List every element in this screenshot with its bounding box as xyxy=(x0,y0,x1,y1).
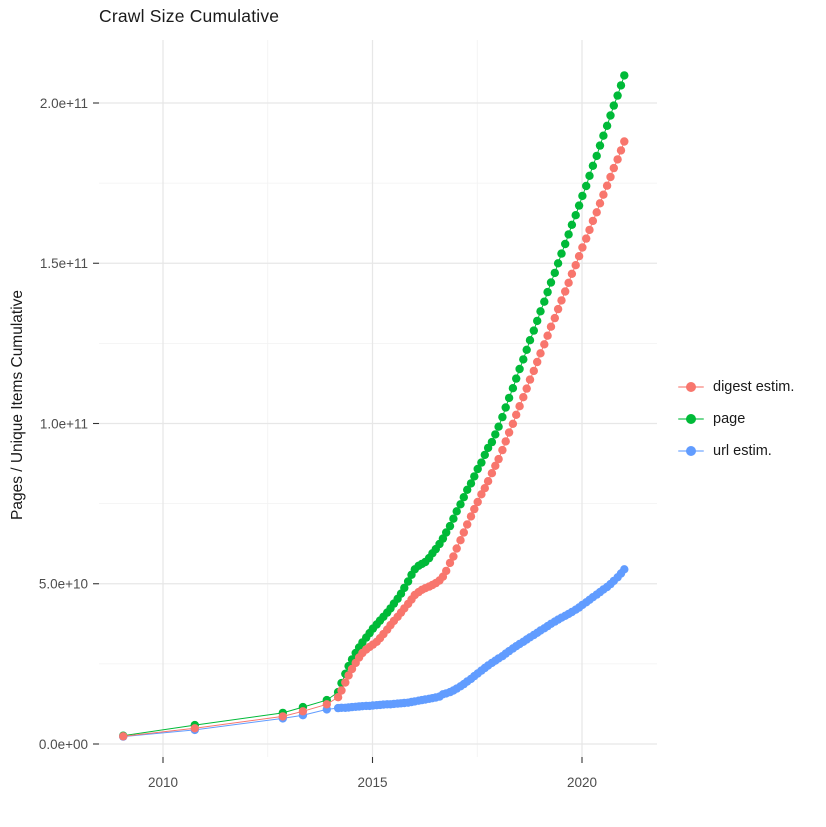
minor-gridlines xyxy=(99,40,657,757)
y-tick-label: 2.0e+11 xyxy=(40,96,88,111)
legend-label-digest: digest estim. xyxy=(713,379,795,395)
x-tick-label: 2015 xyxy=(357,775,387,790)
y-tick-label: 1.0e+11 xyxy=(40,416,88,431)
major-gridlines xyxy=(99,40,657,757)
legend-label-page: page xyxy=(713,411,746,427)
x-tick-labels: 2010 2015 2020 xyxy=(148,775,597,790)
legend-key-url-icon xyxy=(678,440,704,462)
y-tick-labels: 0.0e+00 5.0e+10 1.0e+11 1.5e+11 2.0e+11 xyxy=(39,96,88,752)
series-url-estim xyxy=(119,565,629,741)
y-tick-label: 1.5e+11 xyxy=(40,256,88,271)
series-digest-estim-points xyxy=(119,137,629,741)
x-tick-label: 2010 xyxy=(148,775,178,790)
legend-item-digest: digest estim. xyxy=(678,376,794,398)
legend-item-url: url estim. xyxy=(678,440,794,462)
legend-item-page: page xyxy=(678,408,794,430)
y-tick-label: 0.0e+00 xyxy=(39,737,88,752)
series-page-points xyxy=(119,71,629,740)
chart-title: Crawl Size Cumulative xyxy=(99,6,280,26)
y-tick-label: 5.0e+10 xyxy=(39,577,88,592)
x-tick-label: 2020 xyxy=(567,775,597,790)
legend-key-digest-icon xyxy=(678,376,704,398)
axis-ticks xyxy=(93,102,583,763)
legend: digest estim. page url estim. xyxy=(678,376,794,462)
series-page-line xyxy=(123,75,625,737)
series-url-estim-line xyxy=(123,568,625,738)
series-url-estim-points xyxy=(119,565,629,741)
series-digest-estim xyxy=(119,137,629,741)
legend-label-url: url estim. xyxy=(713,443,772,459)
legend-key-page-icon xyxy=(678,408,704,430)
series-page xyxy=(119,71,629,740)
